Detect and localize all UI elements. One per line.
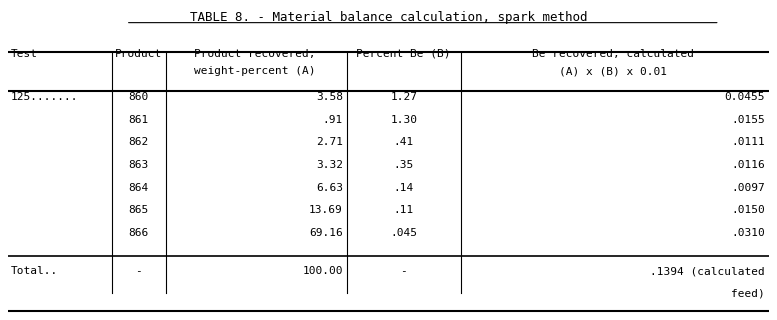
Text: 863: 863: [129, 160, 149, 170]
Text: .045: .045: [390, 228, 417, 238]
Text: 861: 861: [129, 115, 149, 125]
Text: feed): feed): [731, 289, 765, 299]
Text: .0310: .0310: [731, 228, 765, 238]
Text: .0116: .0116: [731, 160, 765, 170]
Text: 3.32: 3.32: [315, 160, 343, 170]
Text: .1394 (calculated: .1394 (calculated: [650, 266, 765, 276]
Text: .91: .91: [322, 115, 343, 125]
Text: .0097: .0097: [731, 183, 765, 193]
Text: 1.27: 1.27: [390, 92, 417, 102]
Text: 69.16: 69.16: [309, 228, 343, 238]
Text: Product: Product: [115, 49, 162, 59]
Text: .0150: .0150: [731, 205, 765, 215]
Text: TABLE 8. - Material balance calculation, spark method: TABLE 8. - Material balance calculation,…: [190, 11, 587, 24]
Text: Be recovered, calculated: Be recovered, calculated: [532, 49, 694, 59]
Text: 0.0455: 0.0455: [724, 92, 765, 102]
Text: 1.30: 1.30: [390, 115, 417, 125]
Text: .11: .11: [394, 205, 414, 215]
Text: 864: 864: [129, 183, 149, 193]
Text: 866: 866: [129, 228, 149, 238]
Text: 860: 860: [129, 92, 149, 102]
Text: .0111: .0111: [731, 137, 765, 148]
Text: 6.63: 6.63: [315, 183, 343, 193]
Text: 865: 865: [129, 205, 149, 215]
Text: .0155: .0155: [731, 115, 765, 125]
Text: Percent Be (B): Percent Be (B): [357, 49, 451, 59]
Text: weight-percent (A): weight-percent (A): [194, 67, 316, 76]
Text: -: -: [135, 266, 142, 276]
Text: Product recovered,: Product recovered,: [194, 49, 316, 59]
Text: 100.00: 100.00: [302, 266, 343, 276]
Text: 125.......: 125.......: [11, 92, 78, 102]
Text: 862: 862: [129, 137, 149, 148]
Text: 13.69: 13.69: [309, 205, 343, 215]
Text: .41: .41: [394, 137, 414, 148]
Text: 2.71: 2.71: [315, 137, 343, 148]
Text: .14: .14: [394, 183, 414, 193]
Text: Total..: Total..: [11, 266, 58, 276]
Text: Test: Test: [11, 49, 38, 59]
Text: -: -: [400, 266, 407, 276]
Text: 3.58: 3.58: [315, 92, 343, 102]
Text: .35: .35: [394, 160, 414, 170]
Text: (A) x (B) x 0.01: (A) x (B) x 0.01: [559, 67, 667, 76]
